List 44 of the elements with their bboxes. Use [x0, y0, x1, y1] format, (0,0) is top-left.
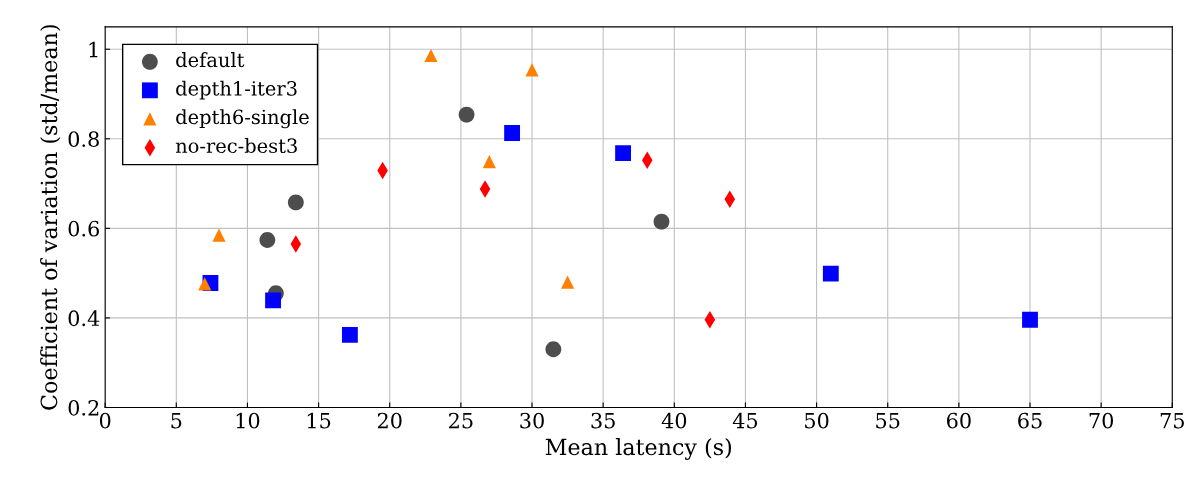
- x-tick-label: 30: [520, 412, 544, 429]
- point: [198, 277, 212, 291]
- point: [424, 48, 438, 63]
- point: [341, 327, 358, 343]
- x-tick-label: 40: [661, 412, 687, 429]
- y-tick-label: 0.8: [68, 131, 99, 147]
- point: [212, 228, 226, 242]
- point: [1022, 311, 1038, 328]
- x-tick-label: 15: [307, 412, 331, 429]
- point: [615, 145, 631, 162]
- x-tick-label: 55: [876, 412, 900, 429]
- legend-label: depth1-iter3: [176, 80, 297, 100]
- point: [504, 125, 521, 141]
- y-tick-label: 0.6: [68, 220, 99, 237]
- point: [259, 232, 276, 248]
- x-tick-label: 5: [171, 412, 182, 429]
- x-tick-label: 50: [805, 412, 829, 429]
- point: [653, 213, 670, 230]
- x-tick-label: 20: [377, 412, 402, 429]
- y-axis-title: Coefficient of variation (std/mean): [40, 25, 61, 410]
- point: [458, 106, 475, 123]
- x-tick-label: 0: [99, 412, 111, 429]
- x-tick-label: 60: [947, 412, 971, 429]
- point: [525, 63, 539, 77]
- point: [482, 155, 496, 169]
- x-tick-label: 10: [236, 412, 260, 429]
- point: [822, 265, 839, 282]
- x-tick-label: 70: [1089, 412, 1114, 429]
- x-axis-title: Mean latency (s): [545, 438, 732, 460]
- y-tick-label: 0.4: [68, 310, 100, 327]
- point: [561, 275, 575, 289]
- x-tick-label: 75: [1160, 412, 1184, 429]
- x-tick-label: 35: [591, 412, 615, 429]
- point: [545, 341, 562, 358]
- point: [287, 194, 304, 211]
- legend-label: no-rec-best3: [175, 138, 297, 154]
- x-tick-label: 25: [449, 412, 473, 429]
- legend-label: depth6-single: [176, 109, 309, 129]
- legend-label: default: [176, 52, 245, 68]
- x-tick-label: 45: [732, 412, 758, 429]
- point: [265, 292, 281, 309]
- x-tick-label: 65: [1018, 412, 1042, 429]
- y-tick-label: 1: [89, 41, 98, 58]
- y-tick-label: 0.2: [68, 399, 99, 416]
